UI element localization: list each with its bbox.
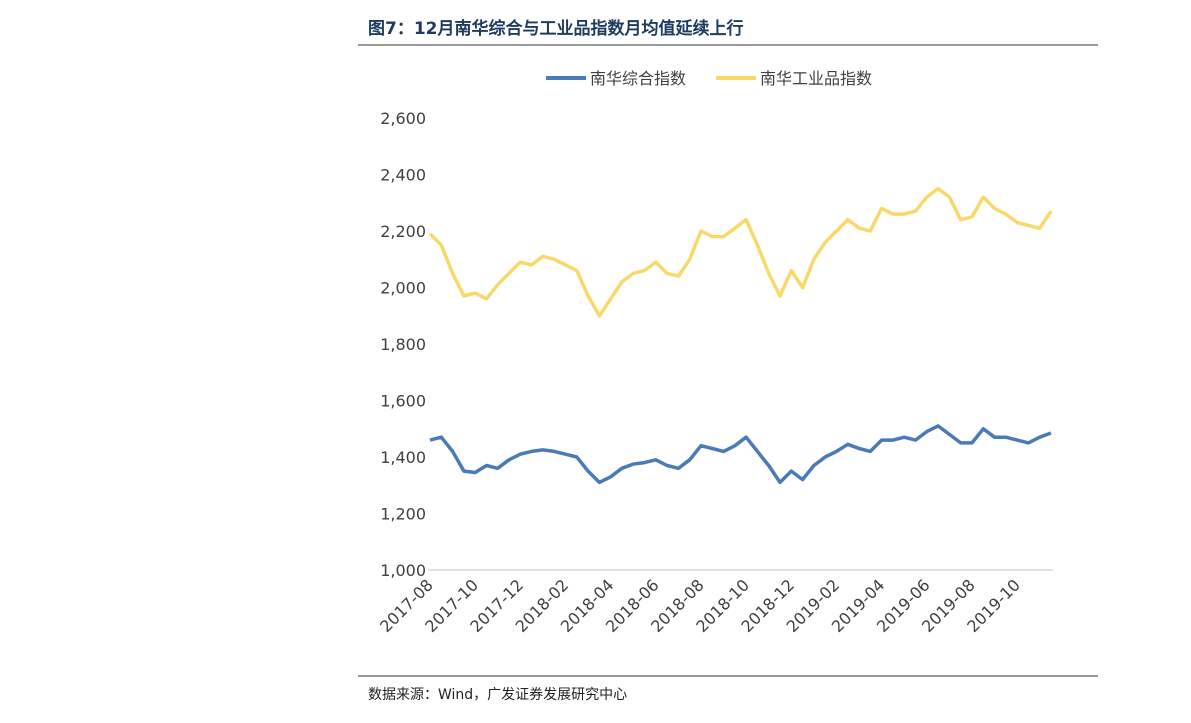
source-note: 数据来源：Wind，广发证券发展研究中心	[368, 687, 627, 703]
series-line	[428, 186, 1053, 318]
y-tick-label: 1,400	[380, 448, 426, 467]
y-tick-label: 2,000	[380, 279, 426, 298]
legend-label: 南华综合指数	[590, 69, 686, 88]
y-tick-label: 1,600	[380, 392, 426, 411]
y-tick-label: 1,000	[380, 561, 426, 580]
y-tick-label: 2,400	[380, 166, 426, 185]
y-tick-label: 1,800	[380, 335, 426, 354]
series-line	[429, 424, 1052, 485]
y-tick-label: 2,600	[380, 109, 426, 128]
legend-label: 南华工业品指数	[760, 69, 872, 88]
chart-title: 图7：12月南华综合与工业品指数月均值延续上行	[368, 18, 744, 39]
y-tick-label: 1,200	[380, 505, 426, 524]
y-tick-label: 2,200	[380, 222, 426, 241]
